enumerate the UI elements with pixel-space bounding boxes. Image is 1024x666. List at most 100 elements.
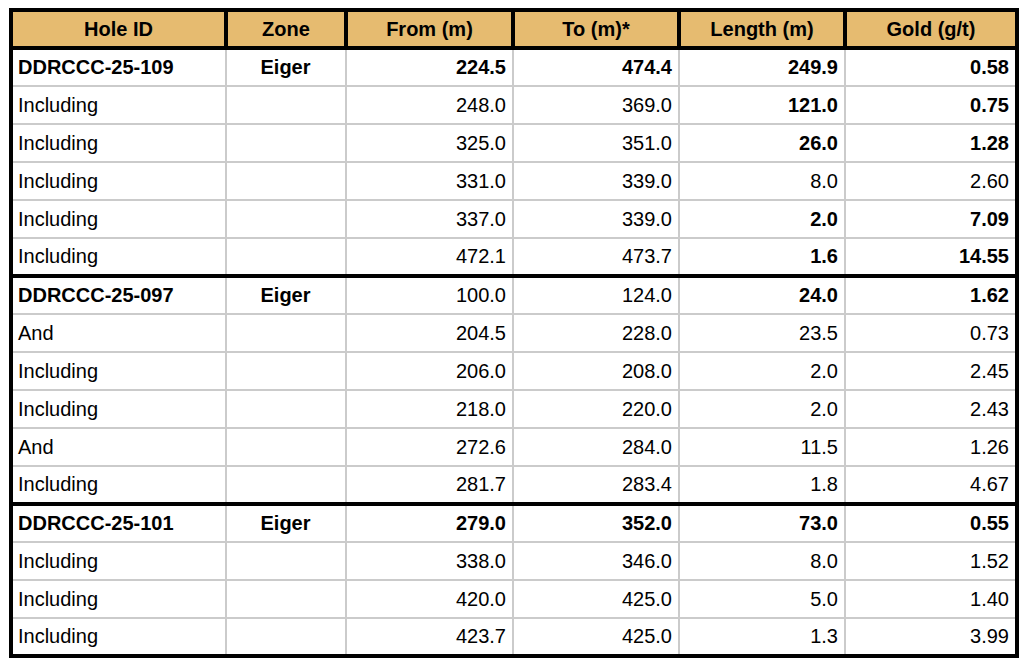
to-cell: 369.0 xyxy=(513,86,679,124)
from-cell: 325.0 xyxy=(346,124,513,162)
length-cell: 2.0 xyxy=(679,200,845,238)
to-cell: 339.0 xyxy=(513,162,679,200)
zone-cell xyxy=(226,314,346,352)
gold-cell: 1.26 xyxy=(845,428,1017,466)
zone-cell xyxy=(226,352,346,390)
from-cell: 420.0 xyxy=(346,580,513,618)
column-header-length: Length (m) xyxy=(679,10,845,48)
length-cell: 1.6 xyxy=(679,238,845,276)
table-row: Including 331.0339.08.02.60 xyxy=(11,162,1017,200)
length-cell: 249.9 xyxy=(679,48,845,86)
table-row: DDRCCC-25-101Eiger279.0352.073.00.55 xyxy=(11,504,1017,542)
from-cell: 423.7 xyxy=(346,618,513,656)
gold-cell: 1.40 xyxy=(845,580,1017,618)
gold-cell: 0.58 xyxy=(845,48,1017,86)
from-cell: 337.0 xyxy=(346,200,513,238)
gold-cell: 2.43 xyxy=(845,390,1017,428)
from-cell: 338.0 xyxy=(346,542,513,580)
table-row: Including206.0208.02.02.45 xyxy=(11,352,1017,390)
to-cell: 284.0 xyxy=(513,428,679,466)
from-cell: 272.6 xyxy=(346,428,513,466)
zone-cell xyxy=(226,390,346,428)
to-cell: 208.0 xyxy=(513,352,679,390)
column-header-zone: Zone xyxy=(226,10,346,48)
gold-cell: 1.52 xyxy=(845,542,1017,580)
column-header-hole-id: Hole ID xyxy=(11,10,226,48)
zone-cell xyxy=(226,428,346,466)
table-row: DDRCCC-25-109Eiger224.5474.4249.90.58 xyxy=(11,48,1017,86)
hole-id-cell: Including xyxy=(11,238,226,276)
length-cell: 5.0 xyxy=(679,580,845,618)
hole-id-cell: Including xyxy=(11,124,226,162)
length-cell: 8.0 xyxy=(679,162,845,200)
table-row: Including325.0351.026.01.28 xyxy=(11,124,1017,162)
table-row: Including423.7425.01.33.99 xyxy=(11,618,1017,656)
to-cell: 346.0 xyxy=(513,542,679,580)
table-row: Including218.0220.02.02.43 xyxy=(11,390,1017,428)
hole-id-cell: Including xyxy=(11,390,226,428)
column-header-to: To (m)* xyxy=(513,10,679,48)
gold-cell: 4.67 xyxy=(845,466,1017,504)
hole-id-cell: Including xyxy=(11,200,226,238)
zone-cell xyxy=(226,618,346,656)
hole-id-cell: And xyxy=(11,314,226,352)
length-cell: 121.0 xyxy=(679,86,845,124)
table-row: Including338.0346.08.01.52 xyxy=(11,542,1017,580)
table-row: Including 281.7283.41.84.67 xyxy=(11,466,1017,504)
length-cell: 2.0 xyxy=(679,352,845,390)
zone-cell: Eiger xyxy=(226,48,346,86)
length-cell: 26.0 xyxy=(679,124,845,162)
table-row: Including420.0425.05.01.40 xyxy=(11,580,1017,618)
from-cell: 281.7 xyxy=(346,466,513,504)
to-cell: 228.0 xyxy=(513,314,679,352)
zone-cell xyxy=(226,542,346,580)
from-cell: 472.1 xyxy=(346,238,513,276)
gold-cell: 2.45 xyxy=(845,352,1017,390)
from-cell: 331.0 xyxy=(346,162,513,200)
hole-id-cell: DDRCCC-25-101 xyxy=(11,504,226,542)
to-cell: 474.4 xyxy=(513,48,679,86)
zone-cell xyxy=(226,200,346,238)
to-cell: 283.4 xyxy=(513,466,679,504)
to-cell: 473.7 xyxy=(513,238,679,276)
zone-cell xyxy=(226,162,346,200)
gold-cell: 1.28 xyxy=(845,124,1017,162)
table-row: Including248.0369.0121.00.75 xyxy=(11,86,1017,124)
gold-cell: 3.99 xyxy=(845,618,1017,656)
hole-id-cell: Including xyxy=(11,618,226,656)
drill-results-table: Hole ID Zone From (m) To (m)* Length (m)… xyxy=(9,8,1019,658)
to-cell: 124.0 xyxy=(513,276,679,314)
from-cell: 224.5 xyxy=(346,48,513,86)
hole-id-cell: Including xyxy=(11,466,226,504)
length-cell: 2.0 xyxy=(679,390,845,428)
hole-id-cell: DDRCCC-25-097 xyxy=(11,276,226,314)
header-row: Hole ID Zone From (m) To (m)* Length (m)… xyxy=(11,10,1017,48)
gold-cell: 0.75 xyxy=(845,86,1017,124)
hole-id-cell: Including xyxy=(11,162,226,200)
from-cell: 204.5 xyxy=(346,314,513,352)
table-row: And 272.6284.011.51.26 xyxy=(11,428,1017,466)
table-row: And204.5228.023.50.73 xyxy=(11,314,1017,352)
length-cell: 73.0 xyxy=(679,504,845,542)
hole-id-cell: Including xyxy=(11,580,226,618)
zone-cell xyxy=(226,86,346,124)
column-header-from: From (m) xyxy=(346,10,513,48)
hole-id-cell: And xyxy=(11,428,226,466)
length-cell: 24.0 xyxy=(679,276,845,314)
from-cell: 206.0 xyxy=(346,352,513,390)
hole-id-cell: Including xyxy=(11,86,226,124)
gold-cell: 1.62 xyxy=(845,276,1017,314)
to-cell: 339.0 xyxy=(513,200,679,238)
zone-cell: Eiger xyxy=(226,504,346,542)
gold-cell: 2.60 xyxy=(845,162,1017,200)
length-cell: 8.0 xyxy=(679,542,845,580)
length-cell: 1.8 xyxy=(679,466,845,504)
gold-cell: 0.73 xyxy=(845,314,1017,352)
to-cell: 425.0 xyxy=(513,618,679,656)
hole-id-cell: DDRCCC-25-109 xyxy=(11,48,226,86)
column-header-gold: Gold (g/t) xyxy=(845,10,1017,48)
to-cell: 220.0 xyxy=(513,390,679,428)
length-cell: 11.5 xyxy=(679,428,845,466)
table-row: DDRCCC-25-097Eiger100.0124.024.01.62 xyxy=(11,276,1017,314)
from-cell: 100.0 xyxy=(346,276,513,314)
